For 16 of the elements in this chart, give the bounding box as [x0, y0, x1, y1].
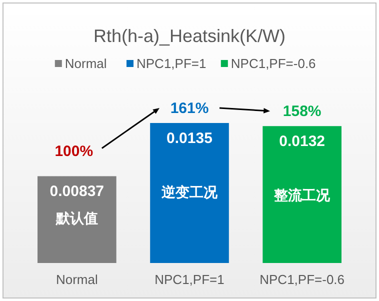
annotation: 100% [54, 143, 94, 160]
data-label: 0.00837 [50, 183, 104, 200]
annotation: 158% [282, 103, 322, 120]
annotation: 整流工况 [273, 187, 332, 204]
data-label: 0.0135 [166, 130, 212, 147]
legend-label: NPC1,PF=1 [136, 56, 206, 71]
data-label: 0.0132 [279, 133, 326, 150]
annotation: 逆变工况 [160, 184, 218, 200]
x-tick-label: NPC1,PF=1 [154, 272, 224, 287]
legend-label: Normal [64, 56, 107, 71]
legend-label: NPC1,PF=-0.6 [230, 56, 316, 71]
chart-title: Rth(h-a)_Heatsink(K/W) [93, 26, 286, 46]
x-tick-label: NPC1,PF=-0.6 [260, 272, 345, 287]
annotation: 默认值 [54, 210, 98, 226]
x-tick-label: Normal [56, 272, 98, 287]
annotation: 161% [170, 100, 209, 117]
